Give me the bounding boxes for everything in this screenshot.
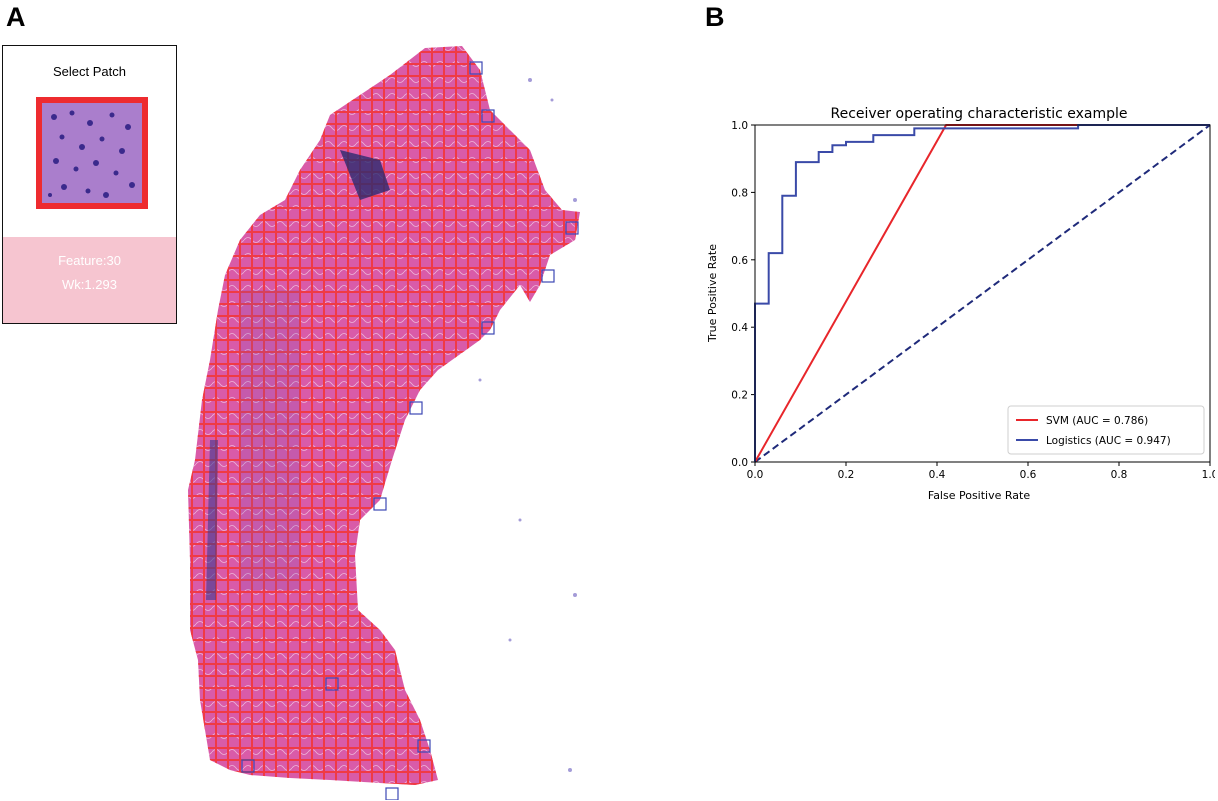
y-tick-label-0: 0.0 — [731, 457, 748, 469]
x-tick-label-1: 0.2 — [838, 469, 855, 481]
panel-a-label: A — [6, 2, 26, 32]
legend-label-logistics: Logistics (AUC = 0.947) — [1046, 435, 1171, 447]
panel-b-label: B — [705, 2, 725, 32]
tissue-section — [188, 46, 580, 800]
plot-frame — [754, 124, 1211, 463]
chart-title: Receiver operating characteristic exampl… — [830, 106, 1127, 122]
chart-ylabel: True Positive Rate — [706, 244, 719, 343]
x-tick-label-2: 0.4 — [929, 469, 946, 481]
x-tick-label-0: 0.0 — [747, 469, 764, 481]
chart-legend: SVM (AUC = 0.786) Logistics (AUC = 0.947… — [1007, 405, 1205, 455]
select-patch-title: Select Patch — [53, 64, 126, 79]
whole-slide-image[interactable] — [180, 40, 595, 800]
patch-image — [42, 103, 142, 203]
y-tick-label-3: 0.6 — [731, 255, 748, 267]
chart-xlabel: False Positive Rate — [928, 489, 1030, 502]
roc-chart: Receiver operating characteristic exampl… — [706, 106, 1215, 502]
series-line-logistics — [754, 124, 1210, 462]
selected-patch-thumbnail[interactable] — [36, 97, 148, 209]
y-tick-label-5: 1.0 — [731, 120, 748, 132]
y-tick-label-4: 0.8 — [731, 187, 748, 199]
wk-value: Wk:1.293 — [62, 277, 117, 292]
y-tick-label-2: 0.4 — [731, 322, 748, 334]
series-line-chance — [754, 124, 1211, 463]
x-tick-label-5: 1.0 — [1202, 469, 1215, 481]
patch-info-box: Feature:30 Wk:1.293 — [3, 237, 176, 323]
select-patch-panel: Select Patch Feature:30 Wk:1.293 — [2, 45, 177, 324]
legend-label-svm: SVM (AUC = 0.786) — [1046, 415, 1148, 427]
axis-ticks: 0.0 0.2 0.4 0.6 0.8 1.0 0.0 0.2 0.4 0.6 0.8 1.0 — [731, 120, 1215, 481]
y-tick-label-1: 0.2 — [731, 390, 748, 402]
feature-value: Feature:30 — [58, 253, 121, 268]
x-tick-label-3: 0.6 — [1020, 469, 1037, 481]
x-tick-label-4: 0.8 — [1111, 469, 1128, 481]
